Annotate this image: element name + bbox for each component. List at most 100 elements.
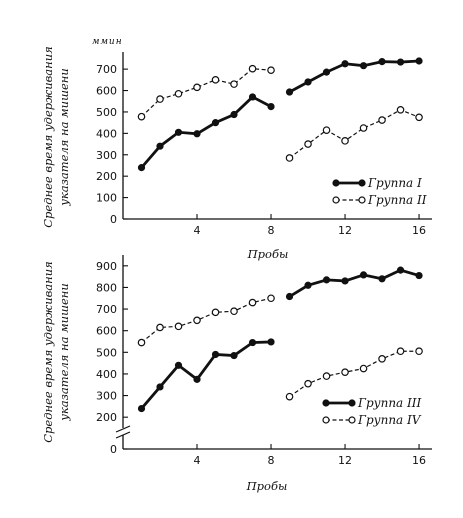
data-point (285, 292, 294, 301)
data-point (230, 110, 238, 119)
y-tick-label: 0 (110, 213, 117, 226)
data-point (193, 316, 201, 325)
legend: Группа III Группа IV (322, 396, 422, 427)
y-axis-label-line2: указателя на мишени (57, 68, 71, 207)
x-tick-label: 16 (412, 454, 426, 467)
legend-label: Группа IV (357, 413, 422, 427)
y-axis-label-line1: Среднее время удерживания (41, 261, 55, 443)
data-point (415, 271, 423, 280)
data-point (359, 271, 368, 279)
data-point (304, 281, 312, 289)
series-line (140, 340, 272, 410)
y-tick-label: 800 (96, 281, 117, 294)
data-point (267, 102, 275, 111)
data-point (156, 142, 164, 150)
series-line (289, 109, 420, 159)
data-point (248, 298, 257, 307)
y-tick-label: 200 (96, 170, 117, 183)
data-point (211, 350, 220, 359)
data-point (396, 347, 405, 356)
data-point (341, 277, 349, 285)
data-point (396, 106, 405, 114)
data-point (304, 140, 312, 148)
data-point (341, 137, 349, 145)
y-tick-label: 500 (96, 106, 117, 119)
series-line (289, 350, 420, 398)
data-point (285, 88, 294, 96)
y-tick-label: 600 (96, 85, 117, 98)
data-point (267, 338, 275, 346)
data-point (415, 113, 423, 122)
data-point (230, 80, 238, 88)
data-point (322, 372, 331, 380)
data-point (322, 68, 331, 76)
data-point (341, 60, 349, 68)
y-tick-label: 400 (96, 127, 117, 140)
data-point (267, 294, 275, 303)
legend-marker (332, 196, 340, 204)
data-point (396, 266, 405, 274)
y-tick-label: 700 (96, 63, 117, 76)
data-point (137, 112, 146, 121)
legend-marker (348, 399, 356, 407)
data-point (341, 368, 349, 377)
y-tick-label: 200 (96, 411, 117, 424)
chart-bottom: Среднее время удерживания указателя на м… (41, 255, 432, 493)
data-point (359, 364, 368, 373)
series-line (141, 68, 272, 118)
data-point (174, 322, 183, 331)
y-axis-label-line1: Среднее время удерживания (41, 46, 55, 228)
data-point (137, 164, 146, 172)
data-point (137, 404, 146, 413)
legend: Группа I Группа II (332, 176, 427, 207)
data-point (248, 64, 257, 73)
y-tick-label: 700 (96, 303, 117, 316)
data-point (415, 57, 423, 65)
axis-break-icon (115, 425, 131, 439)
data-point (322, 126, 331, 134)
data-point (359, 124, 368, 132)
y-tick-label: 300 (96, 390, 117, 403)
y-tick-label: 500 (96, 346, 117, 359)
series-layer (137, 57, 423, 172)
series-line (288, 59, 420, 94)
data-point (174, 128, 183, 136)
legend-marker (322, 416, 330, 424)
data-point (378, 58, 386, 66)
unit-label: ммин (92, 37, 123, 47)
data-point (174, 89, 183, 98)
y-tick-label: 900 (96, 260, 117, 273)
legend-marker (358, 179, 366, 187)
data-point (304, 379, 312, 388)
x-tick-label: 12 (338, 224, 352, 237)
x-axis-label: Пробы (246, 479, 288, 493)
data-point (174, 361, 183, 369)
data-point (285, 154, 294, 162)
data-point (193, 375, 201, 383)
data-point (230, 307, 238, 316)
y-tick-label: 300 (96, 149, 117, 162)
y-axis-label-line2: указателя на мишени (57, 283, 71, 422)
data-point (378, 275, 386, 283)
legend-marker (358, 196, 366, 204)
y-tick-label: 400 (96, 368, 117, 381)
data-point (248, 338, 257, 347)
x-ticks: 4 8 12 16 (194, 214, 426, 237)
y-tick-label: 100 (96, 192, 117, 205)
legend-marker (348, 416, 356, 424)
data-point (211, 76, 220, 84)
x-tick-label: 12 (338, 454, 352, 467)
legend-label: Группа III (357, 396, 421, 410)
legend-marker (322, 399, 330, 407)
data-point (156, 323, 164, 332)
legend-label: Группа II (367, 193, 427, 207)
data-point (211, 119, 220, 127)
legend-label: Группа I (367, 176, 422, 190)
x-axis-label: Пробы (247, 247, 289, 261)
data-point (359, 62, 368, 70)
data-point (248, 93, 257, 101)
series-layer (137, 266, 423, 413)
data-point (322, 276, 331, 284)
x-tick-label: 8 (268, 454, 275, 467)
